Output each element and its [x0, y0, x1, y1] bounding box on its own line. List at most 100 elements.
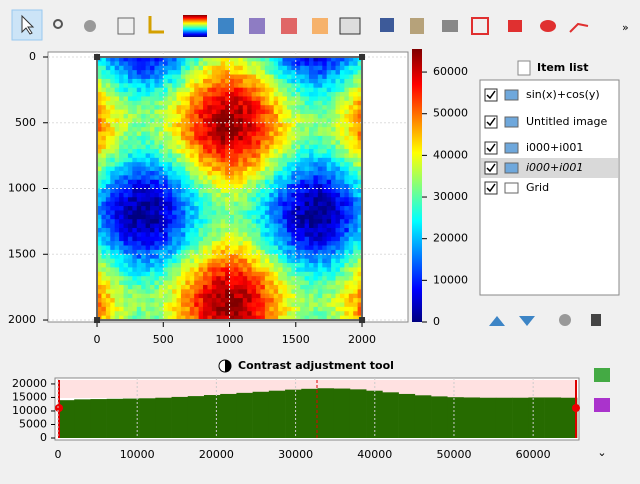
contrast-title: Contrast adjustment tool — [238, 359, 394, 372]
contrast-icon-half — [225, 360, 231, 372]
histogram-bar — [317, 388, 335, 438]
item-icon — [504, 89, 519, 101]
y-tick-label: 500 — [15, 116, 36, 129]
move-down-button[interactable] — [519, 316, 535, 326]
item-label: Untitled image — [526, 115, 608, 128]
ruler-tool[interactable] — [148, 16, 164, 34]
log-tool[interactable] — [339, 17, 361, 35]
item-list-panel: Item list — [479, 60, 620, 296]
checkbox[interactable] — [484, 88, 498, 102]
pointer-icon — [21, 14, 35, 35]
colorbar-tick-label: 60000 — [433, 65, 468, 78]
histogram-bar — [479, 397, 497, 438]
item-label: sin(x)+cos(y) — [526, 88, 600, 101]
expand-button[interactable]: ⌄ — [597, 446, 606, 459]
segment-tool[interactable] — [569, 22, 589, 33]
histogram-bar — [333, 388, 351, 438]
snapshot-tool[interactable] — [218, 18, 234, 34]
image — [97, 56, 363, 321]
checkmark — [486, 183, 496, 193]
copy-tool[interactable] — [410, 18, 424, 34]
histogram-bar — [560, 397, 578, 438]
colormap-tool[interactable] — [183, 15, 207, 37]
x-tick-label: 20000 — [199, 448, 234, 461]
y-tick-label: 5000 — [19, 417, 47, 430]
histogram-bar — [431, 396, 448, 438]
checkbox[interactable] — [484, 161, 498, 175]
image-border — [96, 55, 364, 322]
item-icon — [504, 142, 519, 154]
x-tick-label: 0 — [55, 448, 62, 461]
histogram-bar — [544, 397, 562, 438]
histogram-bar — [155, 397, 172, 438]
item-icon — [504, 116, 519, 128]
x-tick-label: 40000 — [357, 448, 392, 461]
x-tick-label: 1000 — [216, 333, 244, 346]
colorbar-tick-label: 50000 — [433, 107, 468, 120]
histogram-bar — [252, 391, 270, 438]
y-tick-label: 20000 — [12, 377, 47, 390]
colorbar-tick-label: 0 — [433, 315, 440, 328]
colorbar — [412, 49, 422, 322]
histogram-bar — [122, 398, 140, 438]
histogram-bar — [106, 398, 124, 438]
resize-handle — [94, 53, 101, 60]
settings-tool[interactable] — [84, 20, 96, 32]
histogram-bar — [447, 397, 464, 438]
auto-range-button[interactable] — [594, 368, 610, 382]
y-tick-label: 1500 — [8, 247, 36, 260]
histogram-bar — [220, 393, 237, 438]
histogram-bar — [236, 392, 253, 438]
delete-button[interactable] — [591, 314, 601, 326]
x-tick-label: 2000 — [348, 333, 376, 346]
average-tool[interactable] — [312, 18, 328, 34]
more-tools[interactable]: » — [622, 21, 629, 34]
ellipse-tool[interactable] — [540, 20, 556, 32]
checkbox[interactable] — [484, 181, 498, 195]
item-list — [479, 79, 620, 296]
item-label: Grid — [526, 181, 549, 194]
x-tick-label: 1500 — [282, 333, 310, 346]
rect-tool[interactable] — [508, 20, 522, 32]
item-icon — [504, 182, 519, 194]
x-tick-label: 30000 — [278, 448, 313, 461]
histogram-bar — [349, 389, 367, 438]
full-range-button[interactable] — [594, 398, 610, 412]
y-tick-label: 10000 — [12, 404, 47, 417]
histogram-bar — [268, 390, 286, 438]
item-label: i000+i001 — [526, 141, 583, 154]
fullscreen-tool[interactable] — [471, 17, 489, 35]
item-label: i000+i001 — [526, 161, 583, 174]
x-tick-label: 60000 — [516, 448, 551, 461]
histogram-bar — [398, 393, 416, 438]
info-tool[interactable] — [249, 18, 265, 34]
histogram-bar — [139, 398, 156, 438]
print-tool[interactable] — [442, 20, 458, 32]
move-up-button[interactable] — [489, 316, 505, 326]
histogram-bar — [495, 397, 513, 438]
x-tick-label: 500 — [153, 333, 174, 346]
resize-handle — [94, 317, 101, 324]
checkbox[interactable] — [484, 141, 498, 155]
range-min-handle[interactable] — [55, 404, 63, 412]
cross-section-tool[interactable] — [281, 18, 297, 34]
histogram-bar — [203, 395, 221, 438]
y-tick-label: 1000 — [8, 182, 36, 195]
x-tick-label: 10000 — [120, 448, 155, 461]
histogram-bar — [285, 389, 302, 438]
resize-handle — [359, 53, 366, 60]
colorbar-tick-label: 30000 — [433, 190, 468, 203]
checkmark — [486, 117, 496, 127]
save-tool[interactable] — [380, 18, 394, 32]
checkbox[interactable] — [484, 115, 498, 129]
range-max-handle[interactable] — [572, 404, 580, 412]
item-buttons — [489, 314, 601, 326]
grid-tool[interactable] — [117, 17, 135, 35]
colorbar-tick-label: 40000 — [433, 148, 468, 161]
checkmark — [486, 143, 496, 153]
y-tick-label: 2000 — [8, 313, 36, 326]
y-tick-label: 0 — [29, 50, 36, 63]
zoom-tool[interactable] — [53, 19, 63, 29]
settings-button[interactable] — [559, 314, 571, 326]
histogram-bar — [528, 397, 545, 438]
